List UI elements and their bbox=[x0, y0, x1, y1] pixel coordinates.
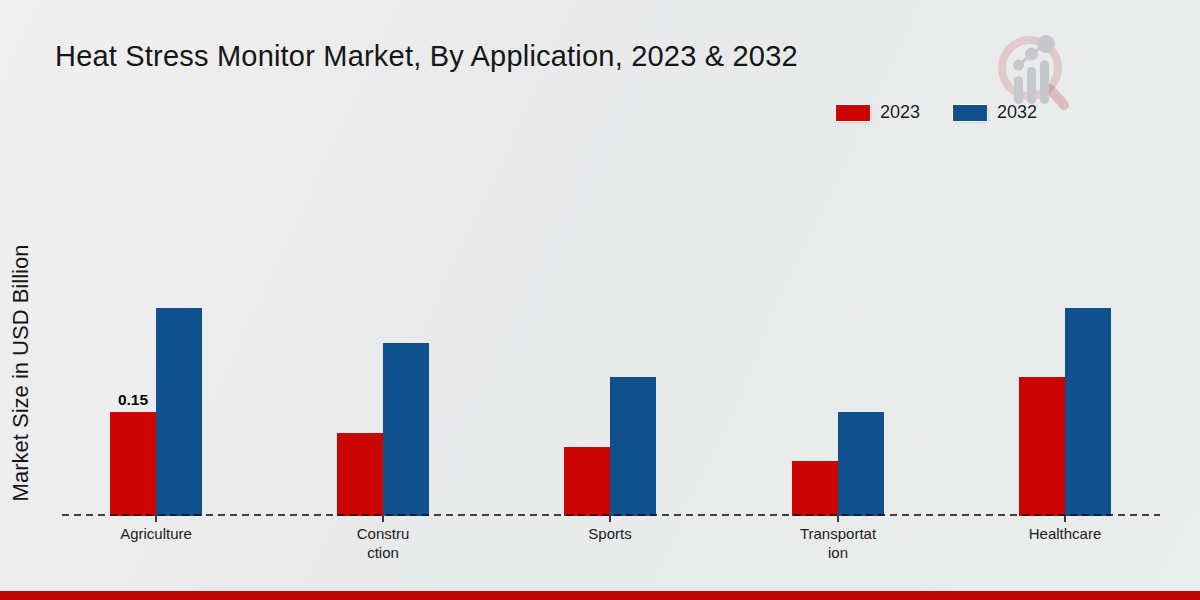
legend-swatch-2023 bbox=[836, 105, 870, 121]
legend-swatch-2032 bbox=[953, 105, 987, 121]
x-axis-tick bbox=[1064, 516, 1066, 522]
x-tick-label-agriculture: Agriculture bbox=[76, 524, 236, 543]
bar-2032-construction bbox=[383, 343, 429, 516]
legend-label-2032: 2032 bbox=[997, 102, 1037, 123]
bar-2032-healthcare bbox=[1065, 308, 1111, 516]
x-tick-label-transportation: Transportation bbox=[758, 524, 918, 562]
x-axis-tick bbox=[609, 516, 611, 522]
legend-label-2023: 2023 bbox=[880, 102, 920, 123]
x-axis-tick bbox=[837, 516, 839, 522]
legend: 2023 2032 bbox=[836, 102, 1070, 123]
bar-2023-transportation bbox=[792, 461, 838, 516]
x-axis-tick bbox=[155, 516, 157, 522]
x-axis-dashed-baseline bbox=[62, 514, 1160, 516]
bar-2023-agriculture bbox=[110, 412, 156, 516]
bar-2023-healthcare bbox=[1019, 377, 1065, 516]
footer-accent-strip bbox=[0, 591, 1200, 600]
x-axis-tick bbox=[382, 516, 384, 522]
bar-2032-sports bbox=[610, 377, 656, 516]
legend-item-2032: 2032 bbox=[953, 102, 1037, 123]
bar-2023-construction bbox=[337, 433, 383, 516]
plot-area: Agriculture Construction Sports Transportat… bbox=[0, 0, 1200, 600]
legend-item-2023: 2023 bbox=[836, 102, 920, 123]
bar-value-label: 0.15 bbox=[118, 391, 148, 409]
x-tick-label-healthcare: Healthcare bbox=[985, 524, 1145, 543]
x-tick-label-construction: Construction bbox=[303, 524, 463, 562]
bar-2032-agriculture bbox=[156, 308, 202, 516]
bar-2023-sports bbox=[564, 447, 610, 516]
bar-2032-transportation bbox=[838, 412, 884, 516]
x-tick-label-sports: Sports bbox=[530, 524, 690, 543]
